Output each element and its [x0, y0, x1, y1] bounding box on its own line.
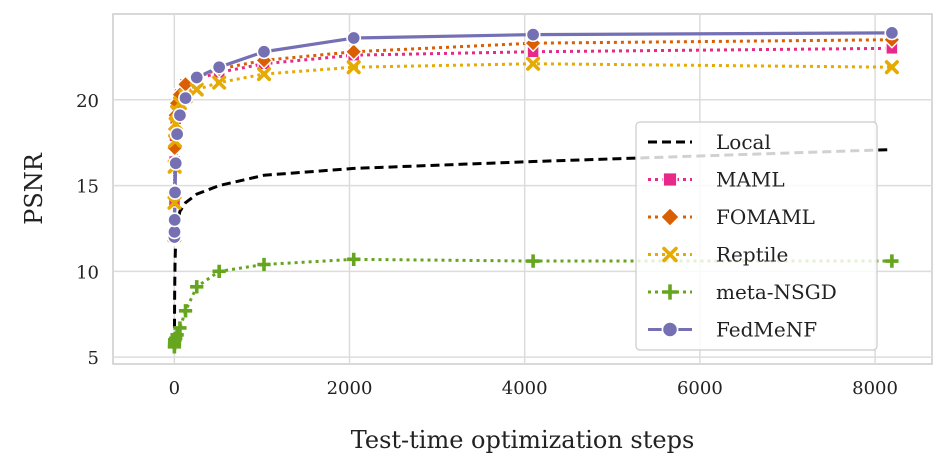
data-point-reptile [256, 66, 272, 82]
series-line-local [172, 148, 892, 342]
legend-marker-maml [662, 171, 678, 187]
legend-label-fomaml: FOMAML [716, 205, 815, 229]
legend-item-fedmenf: FedMeNF [648, 318, 817, 342]
data-point-fedmenf [167, 184, 183, 200]
data-point-fedmenf [169, 126, 185, 142]
data-point-reptile [884, 60, 899, 75]
data-point-reptile [189, 82, 204, 97]
data-point-fomaml [344, 42, 363, 61]
legend-label-maml: MAML [716, 168, 785, 192]
series-markers [165, 25, 901, 354]
data-point-fedmenf [168, 155, 184, 171]
x-tick-label: 8000 [852, 378, 898, 399]
data-point-meta-nsgd [257, 257, 271, 272]
data-point-fedmenf [189, 70, 205, 85]
data-point-fedmenf [346, 30, 362, 46]
data-point-fedmenf [178, 90, 193, 106]
y-tick-label: 20 [76, 91, 99, 112]
data-point-fedmenf [256, 44, 272, 60]
data-point-reptile [212, 75, 227, 90]
y-tick-label: 15 [76, 177, 99, 198]
series-line-meta-nsgd [172, 257, 892, 347]
data-point-fedmenf [167, 212, 183, 228]
legend-item-fomaml: FOMAML [648, 205, 815, 229]
legend-box [635, 121, 878, 351]
legend-label-fedmenf: FedMeNF [716, 318, 817, 342]
data-point-fedmenf [884, 25, 900, 41]
x-tick-label: 6000 [677, 378, 723, 399]
series-markers-meta-nsgd [167, 252, 899, 354]
legend-item-reptile: Reptile [648, 243, 788, 267]
series-markers-fedmenf [166, 25, 900, 245]
data-point-meta-nsgd [190, 280, 204, 294]
legend-item-meta-nsgd: meta-NSGD [648, 280, 837, 304]
x-axis-label: Test-time optimization steps [351, 426, 695, 454]
legend: Local MAML FOMAML Reptile meta-NSGD FedMeNF [635, 121, 878, 351]
data-point-meta-nsgd [526, 254, 540, 268]
data-point-fedmenf [172, 107, 188, 123]
y-tick-label: 10 [76, 262, 99, 283]
legend-marker-reptile [662, 246, 678, 263]
y-axis-label: PSNR [20, 152, 48, 225]
x-tick-label: 2000 [327, 378, 373, 399]
data-point-meta-nsgd [178, 304, 193, 318]
legend-label-reptile: Reptile [716, 243, 788, 267]
legend-item-maml: MAML [648, 168, 785, 192]
legend-item-local: Local [648, 130, 771, 154]
axis-ticks: 0 2000 4000 6000 8000 5 10 15 20 [76, 91, 898, 399]
data-point-reptile [346, 60, 361, 75]
x-tick-label: 4000 [502, 378, 548, 399]
legend-marker-meta-nsgd [662, 284, 678, 300]
x-tick-label: 0 [169, 378, 180, 399]
data-point-reptile [526, 56, 541, 71]
data-point-meta-nsgd [173, 321, 187, 335]
data-point-meta-nsgd [885, 254, 899, 268]
legend-marker-fomaml [659, 206, 681, 228]
legend-marker-fedmenf [661, 321, 679, 338]
legend-label-local: Local [716, 130, 771, 154]
legend-label-meta-nsgd: meta-NSGD [716, 280, 837, 304]
data-point-meta-nsgd [212, 264, 226, 279]
data-point-meta-nsgd [347, 252, 361, 266]
y-tick-label: 5 [88, 348, 99, 369]
data-point-fedmenf [525, 27, 541, 43]
data-point-fedmenf [211, 59, 227, 75]
data-point-meta-nsgd [170, 328, 184, 342]
